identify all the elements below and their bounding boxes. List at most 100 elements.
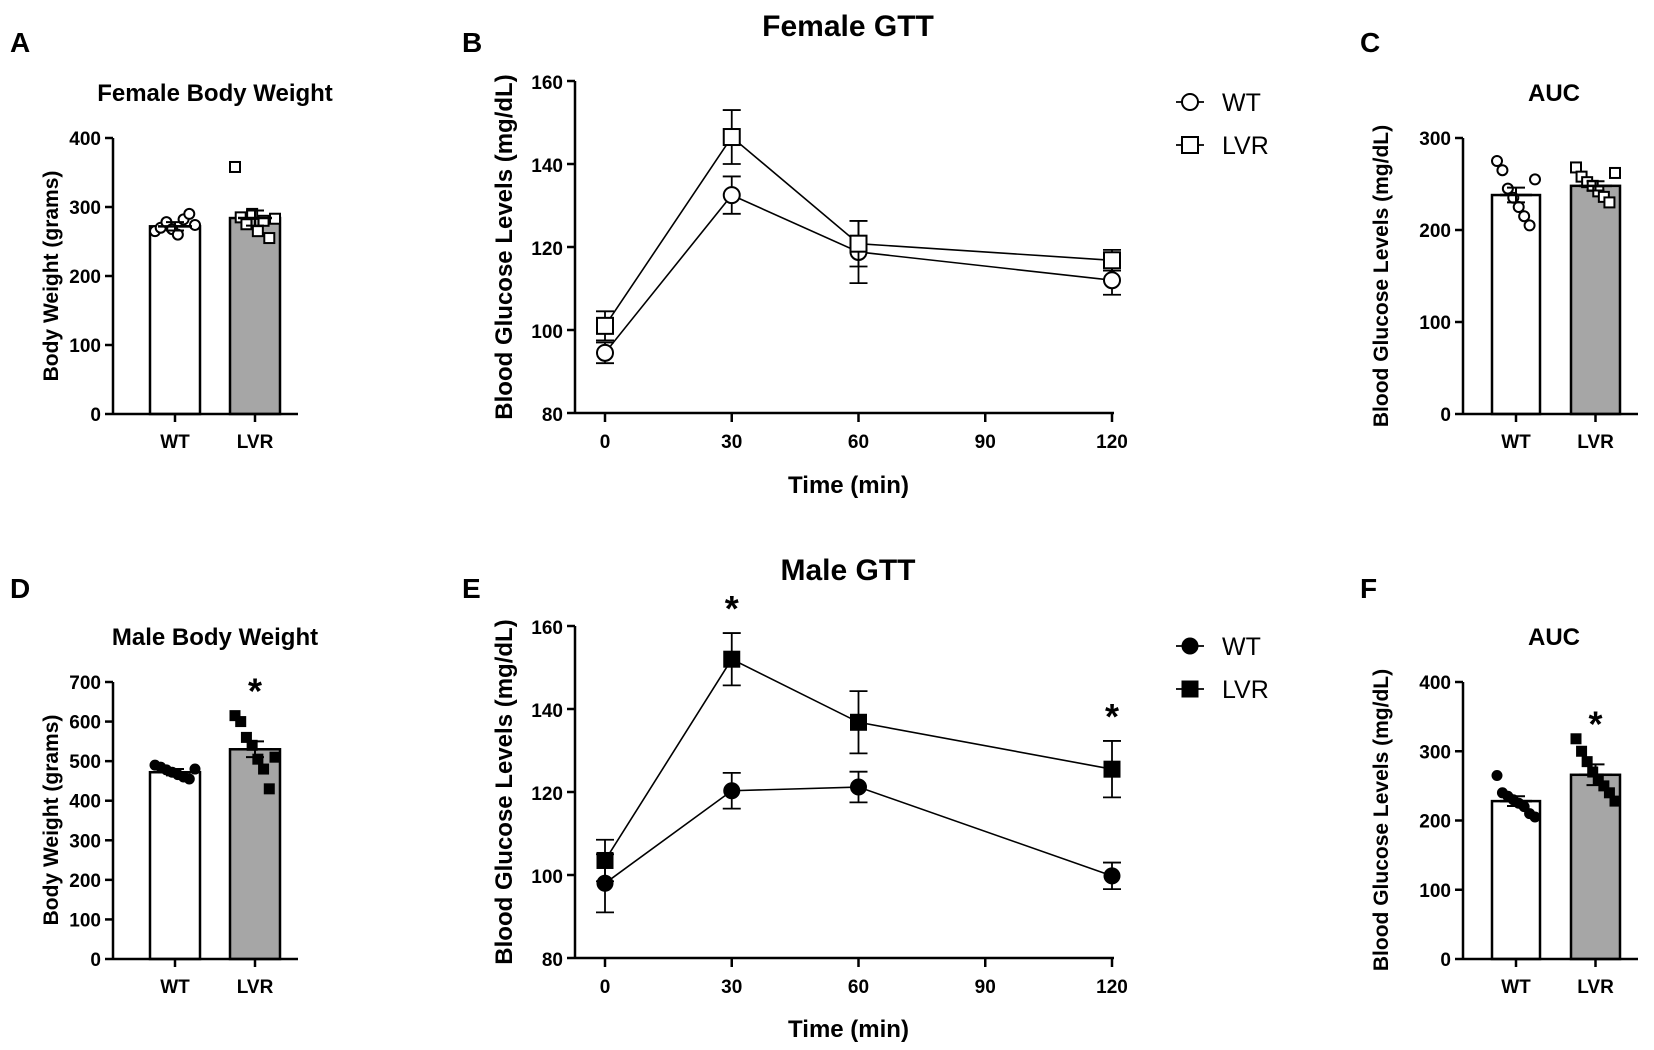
y-tick-label: 80	[542, 405, 563, 426]
chart-title: AUC	[1528, 624, 1580, 651]
data-point-lvr	[252, 753, 264, 765]
category-label: LVR	[237, 977, 274, 998]
category-label: LVR	[1577, 977, 1614, 998]
category-label: LVR	[237, 432, 274, 453]
y-tick-label: 300	[69, 831, 101, 852]
category-label: WT	[160, 432, 190, 453]
x-tick-label: 60	[848, 432, 869, 453]
x-tick-label: 30	[721, 977, 742, 998]
series-line	[604, 786, 1113, 884]
y-tick-label: 0	[90, 405, 101, 426]
data-point-lvr	[251, 225, 264, 238]
panel-letter: B	[462, 27, 482, 58]
bar-lvr	[1569, 184, 1622, 416]
legend-marker	[1181, 680, 1199, 698]
x-axis-label: Time (min)	[788, 1016, 909, 1043]
y-tick-label: 400	[69, 792, 101, 813]
x-tick-label: 0	[600, 977, 611, 998]
x-tick-label: 30	[721, 432, 742, 453]
data-point-wt	[1523, 219, 1536, 232]
panel-C: C AUC Blood Glucose Levels (mg/dL) 0 100 200 3…	[1360, 27, 1638, 453]
data-point	[850, 713, 867, 731]
y-tick-label: 300	[1419, 129, 1451, 150]
data-point	[596, 316, 614, 335]
data-point-wt	[183, 207, 196, 220]
data-point-lvr	[1603, 787, 1615, 799]
y-tick-label: 0	[1440, 405, 1451, 426]
y-tick-label: 200	[1419, 221, 1451, 242]
data-point-lvr	[1570, 733, 1582, 745]
y-tick-label: 100	[1419, 881, 1451, 902]
chart-title: Female GTT	[762, 10, 934, 43]
y-tick-label: 400	[69, 129, 101, 150]
y-tick-label: 140	[531, 701, 563, 722]
series-line	[604, 135, 1113, 327]
y-axis-label: Blood Glucose Levels (mg/dL)	[1370, 669, 1393, 971]
panel-letter: A	[10, 27, 30, 58]
y-axis-label: Blood Glucose Levels (mg/dL)	[1370, 125, 1393, 427]
y-tick-label: 100	[69, 910, 101, 931]
y-tick-label: 80	[542, 950, 563, 971]
data-point-lvr	[240, 218, 253, 231]
data-point-lvr	[1603, 196, 1616, 209]
data-point	[850, 778, 867, 796]
significance-star: *	[248, 670, 262, 711]
data-point-lvr	[263, 783, 275, 795]
legend-label: WT	[1222, 89, 1261, 117]
y-tick-label: 0	[1440, 950, 1451, 971]
category-label: LVR	[1577, 432, 1614, 453]
x-tick-label: 90	[975, 977, 996, 998]
data-point-lvr	[235, 716, 247, 728]
y-tick-label: 300	[1419, 742, 1451, 763]
chart-title: AUC	[1528, 80, 1580, 107]
panel-letter: E	[462, 573, 481, 604]
x-tick-label: 60	[848, 977, 869, 998]
data-point	[1103, 251, 1121, 270]
data-point-wt	[1529, 811, 1541, 823]
bar-lvr	[228, 216, 282, 416]
y-tick-label: 700	[69, 673, 101, 694]
data-point	[1103, 271, 1121, 290]
legend-item-wt: WT	[1176, 633, 1261, 661]
y-tick-label: 200	[69, 871, 101, 892]
y-axis-label: Body Weight (grams)	[40, 171, 63, 382]
y-tick-label: 140	[531, 156, 563, 177]
data-point	[1103, 760, 1121, 778]
panel-A: A Female Body Weight Body Weight (grams) 0 1…	[10, 27, 333, 453]
y-axis-label: Blood Glucose Levels (mg/dL)	[491, 74, 518, 419]
data-point-wt	[189, 763, 201, 775]
legend-marker	[1181, 637, 1199, 655]
chart-title: Male GTT	[780, 554, 915, 587]
data-point	[1103, 867, 1121, 885]
y-tick-label: 120	[531, 239, 563, 260]
data-point-wt	[183, 773, 195, 785]
y-tick-label: 120	[531, 784, 563, 805]
data-point-lvr	[269, 751, 281, 763]
y-tick-label: 0	[90, 950, 101, 971]
data-point-lvr	[263, 232, 276, 245]
data-point-lvr	[1581, 756, 1593, 768]
legend-item-lvr: LVR	[1176, 132, 1269, 160]
panel-letter: F	[1360, 573, 1377, 604]
data-point-lvr	[1576, 745, 1588, 757]
x-tick-label: 90	[975, 432, 996, 453]
legend-label: LVR	[1222, 132, 1269, 160]
series-wt	[596, 770, 1121, 914]
category-label: WT	[160, 977, 190, 998]
data-point	[722, 128, 741, 147]
data-point-lvr	[258, 763, 270, 775]
significance-star: *	[1588, 703, 1602, 744]
series-lvr	[596, 632, 1121, 883]
bar-wt	[1490, 799, 1542, 961]
data-point-lvr	[229, 710, 241, 722]
panel-B: B Female GTT Blood Glucose Levels (mg/dL) T…	[462, 10, 1269, 499]
y-tick-label: 100	[69, 336, 101, 357]
legend-label: WT	[1222, 633, 1261, 661]
data-point	[849, 234, 868, 253]
data-point-wt	[1518, 210, 1531, 223]
y-tick-label: 160	[531, 618, 563, 639]
panel-E: E Male GTT Blood Glucose Levels (mg/dL) Tim…	[462, 554, 1269, 1043]
legend-label: LVR	[1222, 676, 1269, 704]
y-tick-label: 200	[69, 267, 101, 288]
y-tick-label: 100	[531, 322, 563, 343]
